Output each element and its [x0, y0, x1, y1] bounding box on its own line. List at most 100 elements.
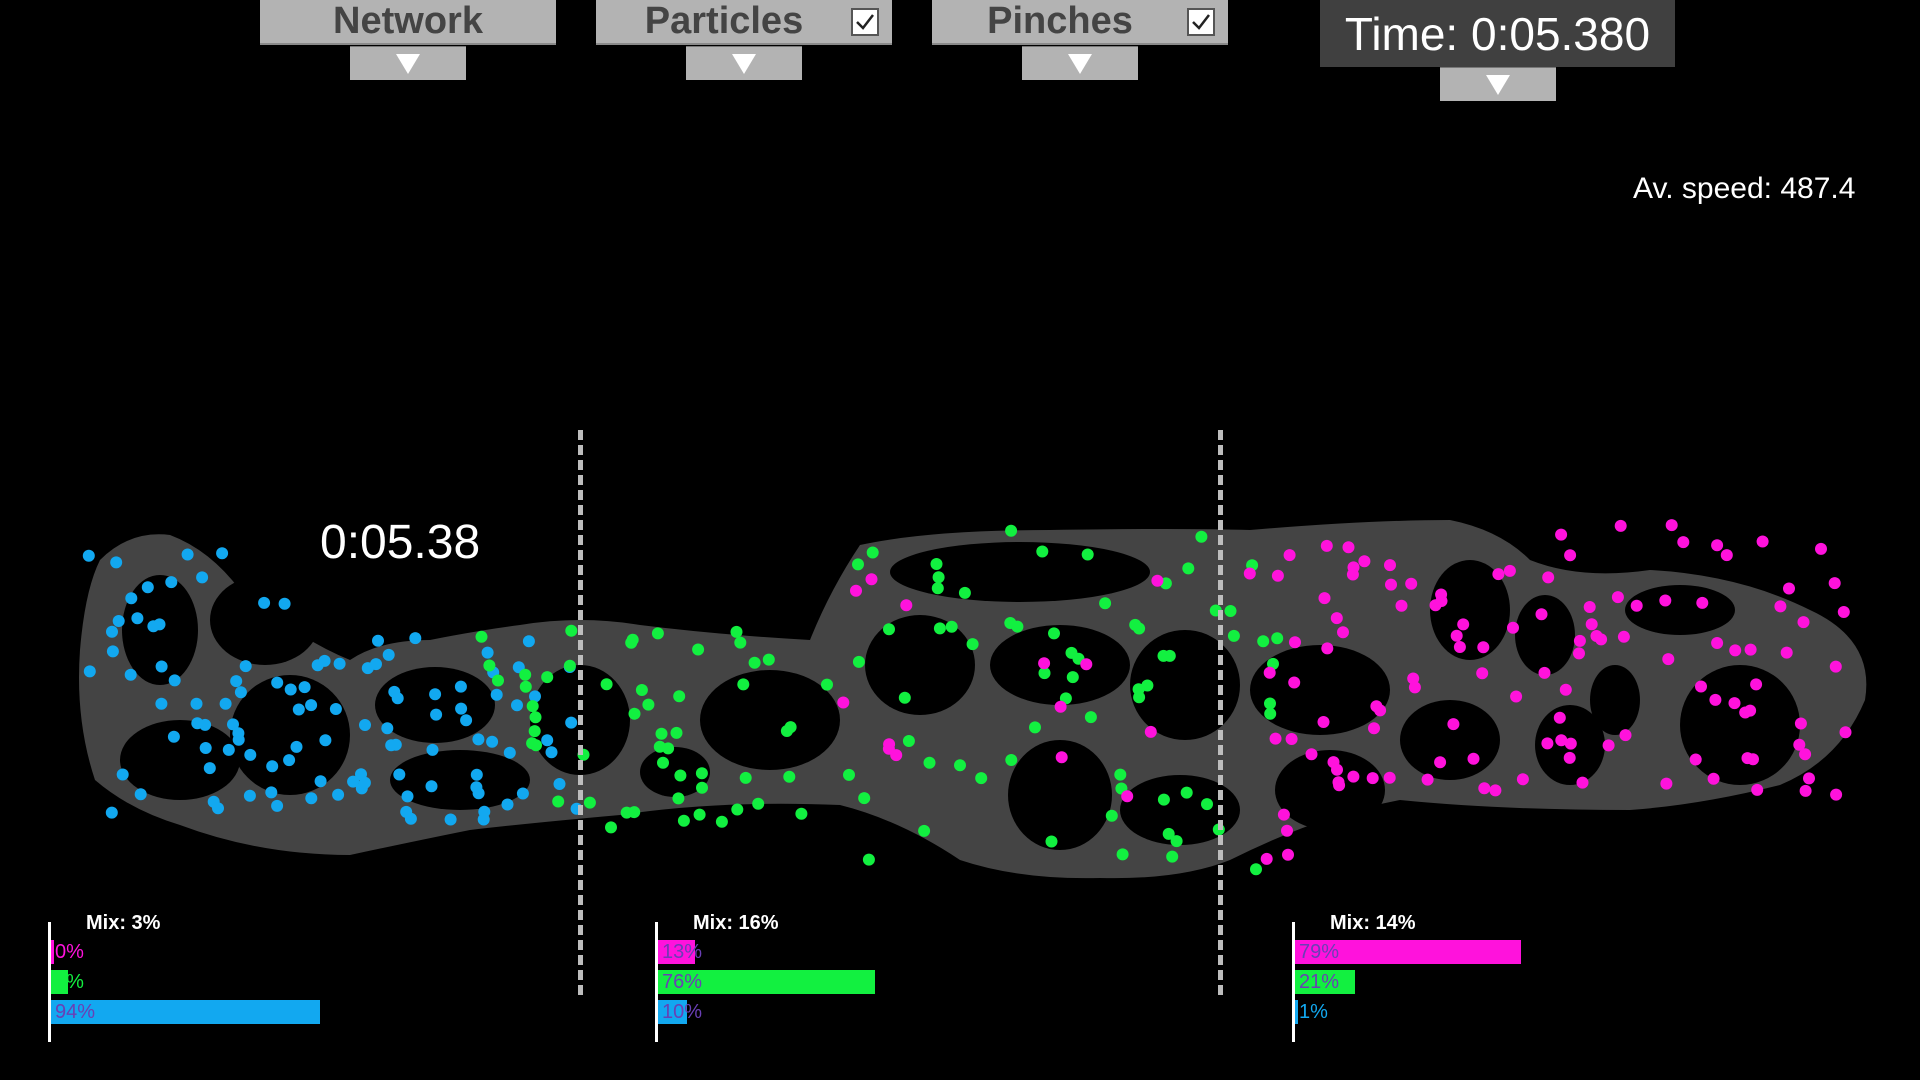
particle: [455, 702, 468, 715]
particle: [1358, 555, 1371, 568]
particle: [1408, 681, 1421, 694]
particle: [1114, 768, 1127, 781]
particle: [393, 768, 406, 781]
region-bar-blue: [1295, 1000, 1298, 1024]
particle: [526, 737, 539, 750]
particle: [605, 821, 617, 834]
particle: [1595, 633, 1608, 646]
particle: [333, 657, 346, 670]
particle: [358, 776, 371, 789]
particle: [1516, 773, 1529, 786]
particle: [1507, 621, 1519, 634]
network-dropdown-button[interactable]: [350, 46, 466, 80]
particle: [271, 676, 284, 689]
particle: [227, 718, 239, 731]
particle: [207, 795, 220, 808]
particle: [1243, 567, 1256, 580]
particle: [1320, 539, 1333, 552]
particle: [692, 643, 705, 656]
region-bar-label: 21%: [1299, 971, 1340, 993]
particle: [332, 788, 345, 801]
particle: [1346, 568, 1359, 581]
particle: [1630, 599, 1643, 612]
pinches-dropdown-button[interactable]: [1022, 46, 1138, 80]
network-button[interactable]: Network: [260, 0, 556, 45]
particle: [1576, 776, 1589, 789]
particle: [918, 824, 931, 837]
particle: [1055, 751, 1068, 764]
particle: [271, 799, 284, 812]
region-bar-blue: [51, 1000, 320, 1024]
particle: [1564, 737, 1577, 750]
region-bar-label: 10%: [662, 1001, 703, 1023]
particle: [541, 671, 554, 684]
particle: [843, 768, 855, 781]
region-axis: [1292, 922, 1295, 1042]
region-bar-green: [1295, 970, 1356, 994]
particle: [673, 690, 686, 703]
particles-button[interactable]: Particles: [596, 0, 892, 45]
particle: [1457, 618, 1470, 631]
particle-layer: [82, 519, 1852, 876]
particle: [1327, 756, 1340, 769]
particle: [1711, 539, 1724, 552]
particle: [131, 612, 144, 625]
particle: [1285, 733, 1298, 745]
particles-dropdown-button[interactable]: [686, 46, 802, 80]
particle: [545, 746, 558, 759]
particle: [278, 597, 291, 610]
particle: [258, 596, 271, 609]
particle: [222, 743, 235, 756]
region-bar-label: 1%: [1299, 1001, 1328, 1023]
particle: [695, 767, 708, 780]
particle: [651, 627, 664, 640]
particle: [1477, 641, 1490, 654]
pinches-checkbox[interactable]: [1187, 8, 1215, 36]
particle: [1803, 772, 1815, 785]
particle: [318, 654, 331, 667]
particle: [1837, 606, 1850, 618]
particle: [401, 790, 414, 803]
region-axis: [655, 922, 658, 1042]
particle: [1542, 571, 1555, 584]
particle: [529, 711, 542, 724]
particle: [1434, 756, 1447, 769]
particle: [1696, 596, 1709, 609]
particle: [655, 727, 668, 740]
particle: [1659, 594, 1672, 607]
particle: [672, 792, 685, 805]
particles-checkbox[interactable]: [851, 8, 879, 36]
particle: [1224, 605, 1237, 617]
particle: [382, 648, 395, 661]
pinches-button[interactable]: Pinches: [932, 0, 1228, 45]
particle: [1619, 729, 1632, 742]
particle: [1799, 748, 1812, 761]
particle: [1756, 535, 1769, 548]
particle: [1121, 790, 1134, 803]
particle: [1374, 704, 1387, 717]
particle: [730, 625, 743, 638]
particle: [1182, 562, 1195, 575]
particle: [1728, 697, 1741, 710]
particle: [1780, 646, 1793, 659]
particle: [734, 636, 747, 649]
region-bar-blue: [658, 1000, 687, 1024]
particle: [492, 674, 504, 687]
particle: [454, 680, 467, 693]
region-bar-label: 94%: [55, 1001, 96, 1023]
particle: [239, 660, 252, 673]
particle: [519, 680, 532, 693]
particle: [385, 739, 398, 752]
particle: [283, 754, 296, 767]
particle: [1662, 653, 1675, 666]
time-dropdown-button[interactable]: [1440, 67, 1556, 101]
particle: [141, 581, 154, 594]
particle: [1395, 599, 1408, 612]
particle: [1271, 569, 1284, 582]
particle: [1538, 666, 1551, 679]
particle: [1660, 777, 1673, 790]
region-bar-label: 0%: [55, 941, 84, 963]
particle: [83, 665, 96, 678]
particle: [1677, 536, 1690, 549]
particle: [1201, 798, 1213, 811]
